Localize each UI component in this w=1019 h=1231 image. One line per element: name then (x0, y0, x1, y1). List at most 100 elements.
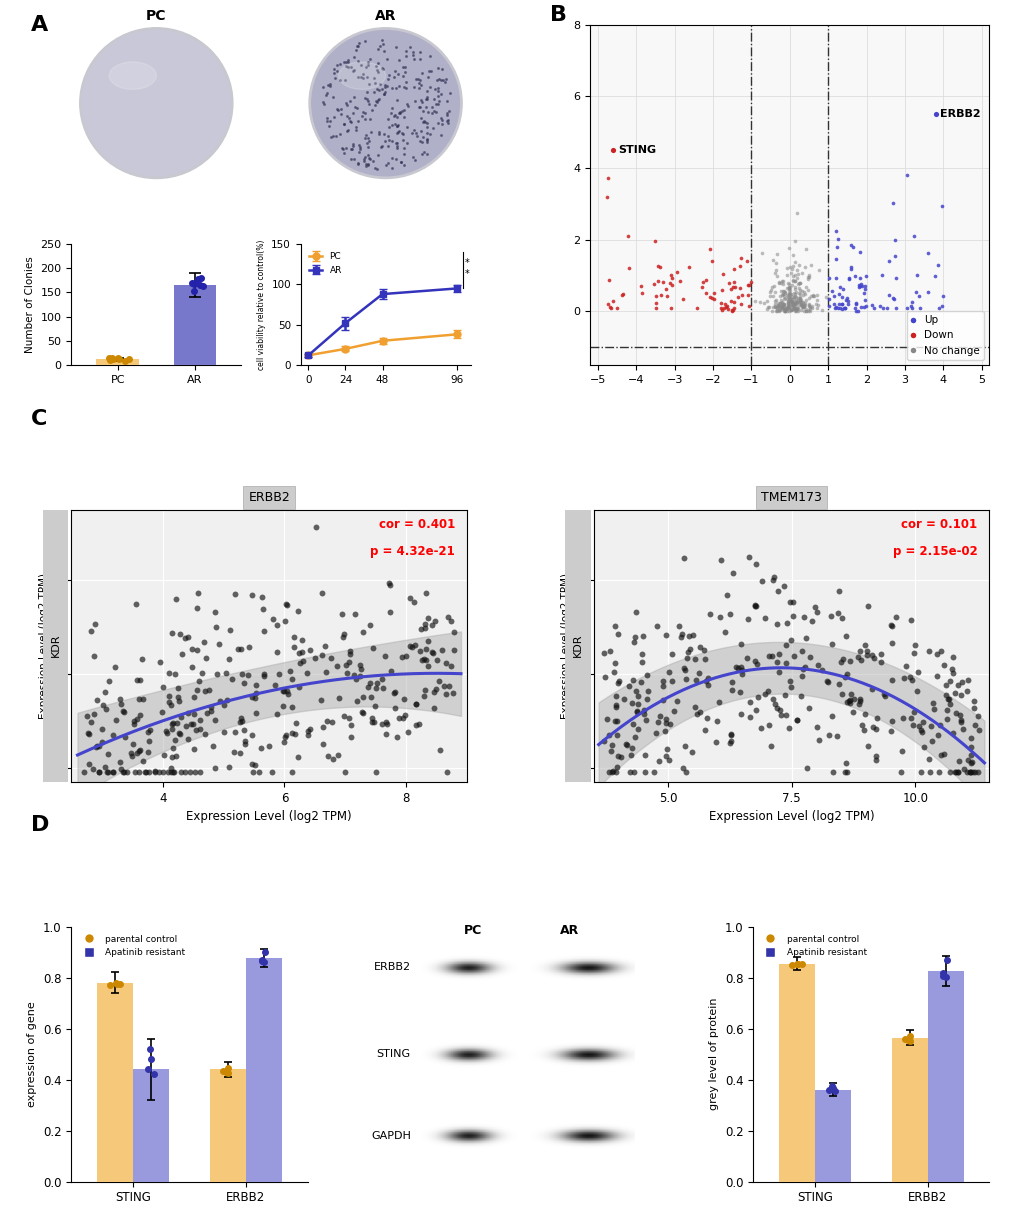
Point (958, 681, 974, 700)
Point (357, 87, 373, 107)
Point (920, 750, 936, 769)
Point (315, 716, 331, 736)
Point (338, 122, 355, 142)
Point (184, 714, 201, 734)
Point (758, 292, 774, 311)
Point (383, 132, 399, 151)
Point (407, 91, 423, 111)
Point (256, 665, 272, 684)
Point (662, 276, 679, 295)
Point (651, 257, 667, 277)
Point (629, 703, 645, 723)
Point (106, 657, 122, 677)
Point (793, 686, 809, 705)
Point (799, 267, 815, 287)
Point (359, 90, 375, 110)
Point (398, 117, 415, 137)
Point (367, 57, 383, 76)
Point (336, 114, 353, 134)
Point (786, 646, 802, 666)
Point (795, 607, 811, 627)
Point (774, 298, 791, 318)
Point (693, 277, 709, 297)
Point (758, 299, 774, 319)
Point (794, 659, 810, 678)
Point (855, 283, 871, 303)
Point (244, 585, 260, 604)
Point (442, 611, 459, 630)
Point (792, 273, 808, 293)
X-axis label: Expression Level (log2 TPM): Expression Level (log2 TPM) (708, 810, 873, 824)
Point (795, 297, 811, 316)
Point (759, 681, 775, 700)
Point (856, 635, 872, 655)
Point (408, 715, 424, 735)
Point (865, 649, 881, 668)
Point (376, 42, 392, 62)
Point (906, 635, 922, 655)
Point (315, 94, 331, 113)
Point (358, 156, 374, 176)
Point (823, 634, 840, 654)
Text: B: B (550, 5, 567, 25)
Point (774, 297, 791, 316)
Point (698, 671, 714, 691)
Point (406, 592, 422, 612)
Point (612, 747, 629, 767)
Point (388, 90, 405, 110)
Point (923, 731, 940, 751)
Point (352, 666, 368, 686)
Point (268, 704, 284, 724)
Point (409, 127, 425, 146)
Point (635, 704, 651, 724)
Point (763, 300, 780, 320)
Point (161, 664, 177, 683)
Point (741, 275, 757, 294)
Point (731, 256, 747, 276)
Point (299, 664, 315, 683)
Point (347, 117, 364, 137)
Point (247, 688, 263, 708)
Point (768, 300, 785, 320)
Point (775, 686, 792, 705)
Point (841, 268, 857, 288)
Point (327, 69, 343, 89)
Point (131, 741, 148, 761)
Point (251, 762, 267, 782)
Text: A: A (31, 15, 48, 34)
Point (157, 720, 173, 740)
Point (768, 267, 785, 287)
Point (732, 657, 748, 677)
Point (115, 702, 131, 721)
Point (325, 59, 341, 79)
Point (351, 142, 367, 161)
Point (289, 747, 306, 767)
Point (766, 263, 783, 283)
Point (142, 731, 158, 751)
Point (147, 762, 163, 782)
Point (696, 720, 712, 740)
Point (361, 110, 377, 129)
Point (856, 291, 872, 310)
Point (773, 295, 790, 315)
Point (429, 70, 445, 90)
Point (759, 298, 775, 318)
Point (386, 682, 403, 702)
Point (776, 288, 793, 308)
Legend: PC, AR: PC, AR (305, 249, 345, 278)
Point (805, 287, 821, 307)
Point (937, 686, 954, 705)
Point (185, 687, 202, 707)
Point (849, 646, 865, 666)
Point (211, 634, 227, 654)
Point (357, 128, 373, 148)
Point (91, 763, 107, 783)
Point (712, 298, 729, 318)
Point (853, 276, 869, 295)
Point (608, 712, 625, 731)
Point (370, 124, 386, 144)
Point (847, 266, 863, 286)
Point (360, 145, 376, 165)
Point (857, 297, 873, 316)
Point (156, 745, 172, 764)
